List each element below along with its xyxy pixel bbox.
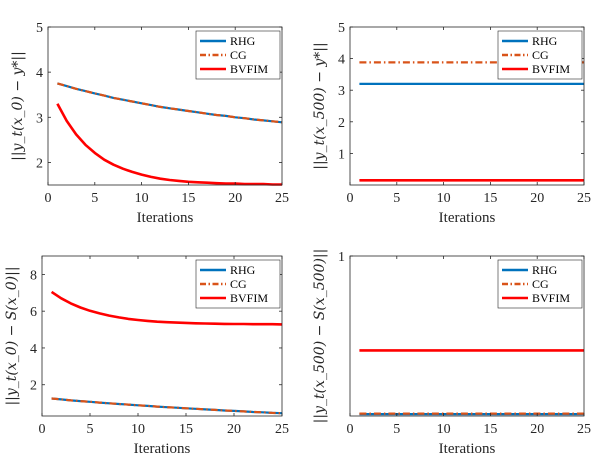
- series-line-rhg: [57, 82, 283, 124]
- y-tick-label: 2: [36, 156, 43, 171]
- y-axis-label: ||y_t(x_500) − S(x_500)||: [312, 249, 328, 424]
- x-tick-label: 5: [87, 422, 94, 437]
- axes-frame: [349, 255, 585, 417]
- y-tick-label: 4: [30, 342, 37, 357]
- legend-label-cg: CG: [230, 277, 247, 291]
- x-tick-label: 20: [530, 422, 544, 437]
- x-tick-label: 10: [437, 191, 451, 206]
- x-tick-label: 15: [181, 191, 195, 206]
- y-axis-label: ||y_t(x_0) − S(x_0)||: [4, 266, 20, 405]
- x-tick-label: 10: [135, 191, 149, 206]
- subplot-1: 0 5 10 15 20 25 2 3 4 5 Iterations ||y_t(x_0) − y*|…: [10, 21, 289, 226]
- y-tick-label: 2: [30, 379, 37, 394]
- x-tick-label: 15: [483, 191, 497, 206]
- x-tick-label: 10: [437, 422, 451, 437]
- x-tick-label: 0: [347, 191, 354, 206]
- y-tick-label: 5: [338, 21, 345, 36]
- y-tick-label: 8: [30, 268, 37, 283]
- x-tick-label: 15: [483, 422, 497, 437]
- x-tick-label: 0: [45, 191, 52, 206]
- legend-label-rhg: RHG: [230, 263, 256, 277]
- legend-label-bvfim: BVFIM: [532, 62, 570, 76]
- x-tick-label: 10: [131, 422, 145, 437]
- x-tick-label: 5: [393, 191, 400, 206]
- y-axis-label: ||y_t(x_500) − y*||: [312, 42, 328, 169]
- x-tick-label: 20: [227, 422, 241, 437]
- y-tick-label: 6: [30, 305, 37, 320]
- x-tick-label: 25: [275, 191, 289, 206]
- x-tick-label: 25: [275, 422, 289, 437]
- legend-label-rhg: RHG: [230, 34, 256, 48]
- legend-label-rhg: RHG: [532, 34, 558, 48]
- axes-frame: [41, 255, 283, 417]
- legend-label-cg: CG: [532, 277, 549, 291]
- y-tick-label: 4: [36, 66, 43, 81]
- series-line-cg: [51, 397, 283, 415]
- y-tick-label: 3: [338, 84, 345, 99]
- x-tick-label: 20: [228, 191, 242, 206]
- axes-frame: [349, 26, 585, 186]
- y-tick-label: 5: [36, 21, 43, 36]
- subplot-2: 0 5 10 15 20 25 1 2 3 4 5 Iterations ||y_t(x_500) − …: [312, 21, 591, 226]
- x-axis-label: Iterations: [439, 210, 496, 226]
- legend-label-cg: CG: [230, 48, 247, 62]
- legend-label-cg: CG: [532, 48, 549, 62]
- y-tick-label: 3: [36, 111, 43, 126]
- x-axis-label: Iterations: [137, 210, 194, 226]
- x-axis-label: Iterations: [134, 441, 191, 457]
- legend-label-bvfim: BVFIM: [532, 291, 570, 305]
- x-tick-label: 0: [39, 422, 46, 437]
- legend-label-rhg: RHG: [532, 263, 558, 277]
- x-axis-label: Iterations: [439, 441, 496, 457]
- x-tick-label: 20: [530, 191, 544, 206]
- legend-label-bvfim: BVFIM: [230, 291, 268, 305]
- y-tick-label: 4: [338, 53, 345, 68]
- x-tick-label: 25: [577, 191, 591, 206]
- x-tick-label: 15: [179, 422, 193, 437]
- series-line-bvfim: [56, 103, 282, 186]
- axes-frame: [47, 26, 283, 186]
- x-tick-label: 25: [577, 422, 591, 437]
- series-line-cg: [57, 82, 283, 124]
- y-axis-label: ||y_t(x_0) − y*||: [10, 51, 26, 161]
- legend-label-bvfim: BVFIM: [230, 62, 268, 76]
- y-tick-label: 2: [338, 116, 345, 131]
- x-tick-label: 5: [91, 191, 98, 206]
- subplot-4: 0 5 10 15 20 25 1 Iterations ||y_t(x_500) − S(x_…: [312, 249, 591, 457]
- y-tick-label: 1: [338, 147, 345, 162]
- y-tick-label: 1: [338, 250, 345, 265]
- series-line-bvfim: [50, 290, 283, 326]
- subplot-3: 0 5 10 15 20 25 2 4 6 8 Iterations ||y_t(x_0) − S(x…: [4, 255, 289, 457]
- x-tick-label: 5: [393, 422, 400, 437]
- x-tick-label: 0: [347, 422, 354, 437]
